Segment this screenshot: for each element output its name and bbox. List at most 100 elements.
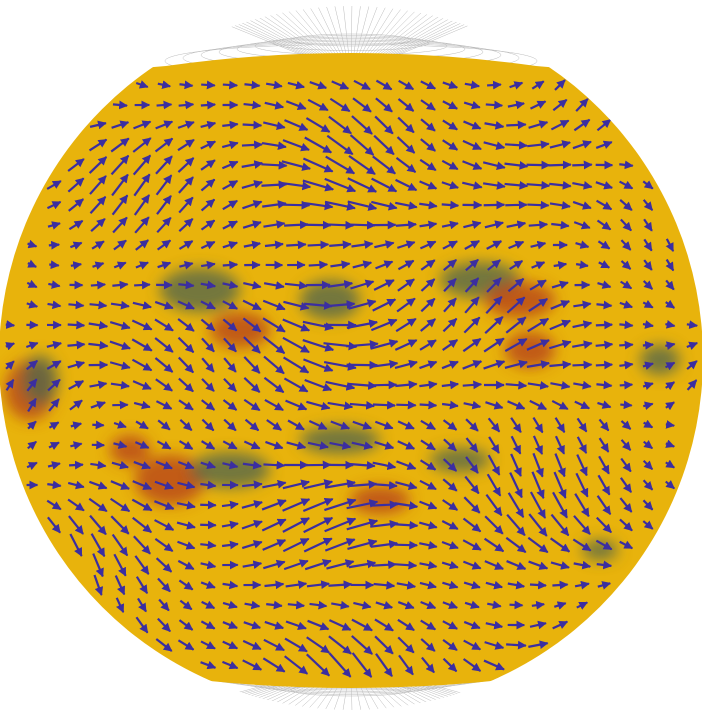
- vector-arrow: [135, 261, 149, 270]
- vector-arrow: [241, 180, 263, 189]
- vector-arrow: [619, 497, 633, 513]
- vector-arrow: [302, 497, 334, 513]
- vector-arrow: [154, 500, 175, 510]
- vector-arrow: [643, 439, 653, 450]
- vector-arrow: [347, 538, 378, 550]
- vector-arrow: [396, 460, 417, 470]
- vector-arrow: [157, 577, 171, 593]
- vector-arrow: [463, 496, 481, 514]
- vector-arrow: [348, 154, 376, 176]
- vector-arrow: [47, 300, 62, 310]
- vector-arrow: [506, 220, 527, 230]
- vector-arrow: [374, 635, 394, 655]
- vector-arrow: [665, 420, 676, 429]
- vector-arrow: [442, 139, 459, 151]
- vector-arrow: [5, 342, 16, 351]
- vector-arrow: [619, 300, 633, 309]
- vector-arrow: [442, 600, 458, 610]
- vector-arrow: [419, 500, 438, 510]
- vector-arrow: [419, 540, 438, 550]
- vector-arrow: [596, 118, 612, 132]
- vector-arrow: [222, 460, 239, 470]
- vector-arrow: [665, 401, 675, 411]
- vector-arrow: [527, 380, 549, 390]
- vector-arrow: [550, 300, 571, 310]
- vector-arrow: [485, 401, 504, 410]
- vector-arrow: [442, 119, 458, 131]
- vector-arrow: [201, 440, 216, 450]
- vector-arrow: [201, 337, 215, 353]
- vector-arrow: [350, 279, 375, 290]
- vector-arrow: [484, 120, 505, 130]
- vector-arrow: [443, 438, 457, 452]
- vector-arrow: [111, 533, 129, 557]
- vector-arrow: [177, 559, 195, 571]
- vector-arrow: [47, 480, 62, 490]
- vector-arrow: [420, 99, 436, 111]
- vector-arrow: [462, 337, 482, 353]
- vector-arrow: [572, 140, 592, 150]
- vector-arrow: [371, 177, 398, 193]
- vector-arrow: [154, 318, 174, 332]
- vector-arrow: [262, 657, 286, 673]
- vector-arrow: [575, 240, 590, 249]
- vector-arrow: [155, 400, 173, 410]
- vector-arrow: [282, 517, 310, 533]
- vector-arrow: [155, 460, 173, 470]
- vector-arrow: [665, 381, 676, 391]
- vector-arrow: [179, 261, 194, 270]
- vector-arrow: [178, 280, 195, 290]
- vector-arrow: [441, 181, 459, 190]
- vector-arrow: [465, 258, 479, 272]
- vector-arrow: [328, 652, 352, 678]
- vector-arrow: [374, 420, 394, 430]
- vector-arrow: [395, 156, 417, 174]
- vector-arrow: [326, 220, 355, 230]
- vector-arrow: [374, 441, 395, 450]
- vector-arrow: [549, 360, 572, 370]
- vector-arrow: [110, 137, 130, 153]
- vector-arrow: [507, 100, 525, 110]
- vector-arrow: [443, 258, 457, 272]
- vector-arrow: [395, 560, 418, 570]
- vector-arrow: [419, 158, 437, 172]
- vector-arrow: [395, 481, 418, 491]
- vector-arrow: [177, 460, 195, 470]
- vector-arrow: [572, 200, 592, 210]
- vector-arrow: [396, 580, 417, 590]
- vector-arrow: [642, 499, 654, 511]
- vector-arrow: [419, 580, 437, 590]
- vector-arrow: [464, 600, 480, 610]
- vector-arrow: [222, 199, 238, 211]
- vector-arrow: [551, 399, 569, 411]
- vector-arrow: [68, 380, 85, 390]
- vector-arrow: [619, 518, 633, 532]
- vector-arrow: [177, 157, 195, 173]
- vector-arrow: [46, 360, 62, 370]
- vector-arrow: [156, 440, 172, 450]
- vector-arrow: [111, 194, 129, 216]
- vector-arrow: [221, 520, 239, 530]
- vector-arrow: [222, 580, 239, 590]
- vector-arrow: [70, 441, 83, 450]
- vector-arrow: [326, 134, 354, 156]
- vector-arrow: [283, 300, 310, 311]
- vector-arrow: [551, 280, 569, 290]
- vector-arrow: [346, 339, 379, 349]
- vector-arrow: [504, 161, 529, 170]
- vector-arrow: [328, 619, 352, 631]
- vector-arrow: [370, 519, 399, 529]
- vector-arrow: [484, 641, 505, 650]
- vector-arrow: [244, 600, 261, 610]
- vector-arrow: [686, 360, 698, 370]
- vector-arrow: [346, 319, 378, 329]
- vector-arrow: [47, 378, 61, 392]
- vector-arrow: [348, 299, 377, 310]
- vector-arrow: [178, 218, 194, 232]
- vector-arrow: [620, 280, 633, 290]
- vector-arrow: [395, 317, 417, 333]
- vector-arrow: [284, 119, 309, 131]
- vector-arrow: [223, 337, 237, 353]
- patch: [640, 345, 680, 375]
